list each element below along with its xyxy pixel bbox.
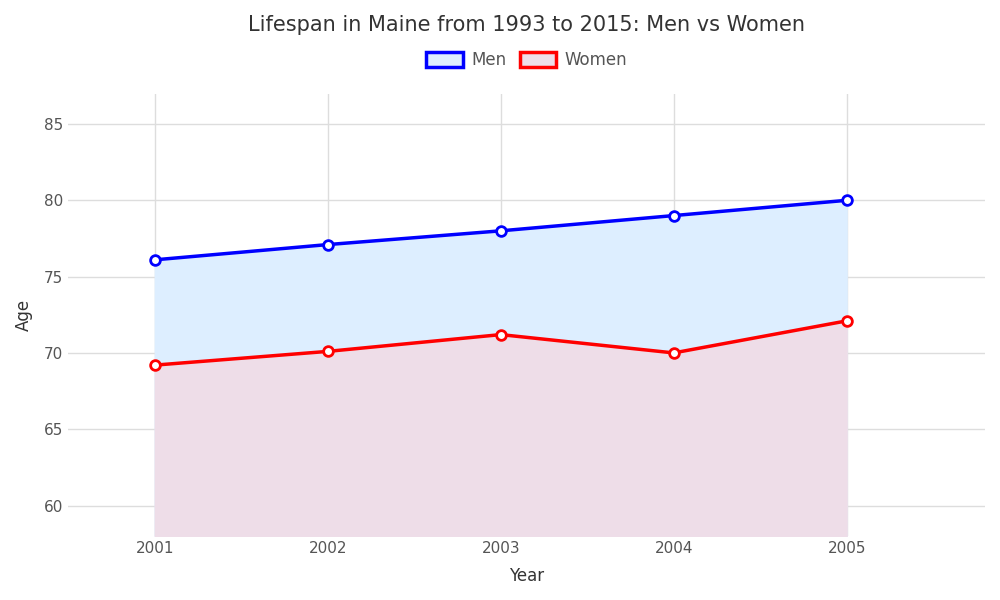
Legend: Men, Women: Men, Women [419,44,634,76]
Title: Lifespan in Maine from 1993 to 2015: Men vs Women: Lifespan in Maine from 1993 to 2015: Men… [248,15,805,35]
Y-axis label: Age: Age [15,299,33,331]
X-axis label: Year: Year [509,567,544,585]
